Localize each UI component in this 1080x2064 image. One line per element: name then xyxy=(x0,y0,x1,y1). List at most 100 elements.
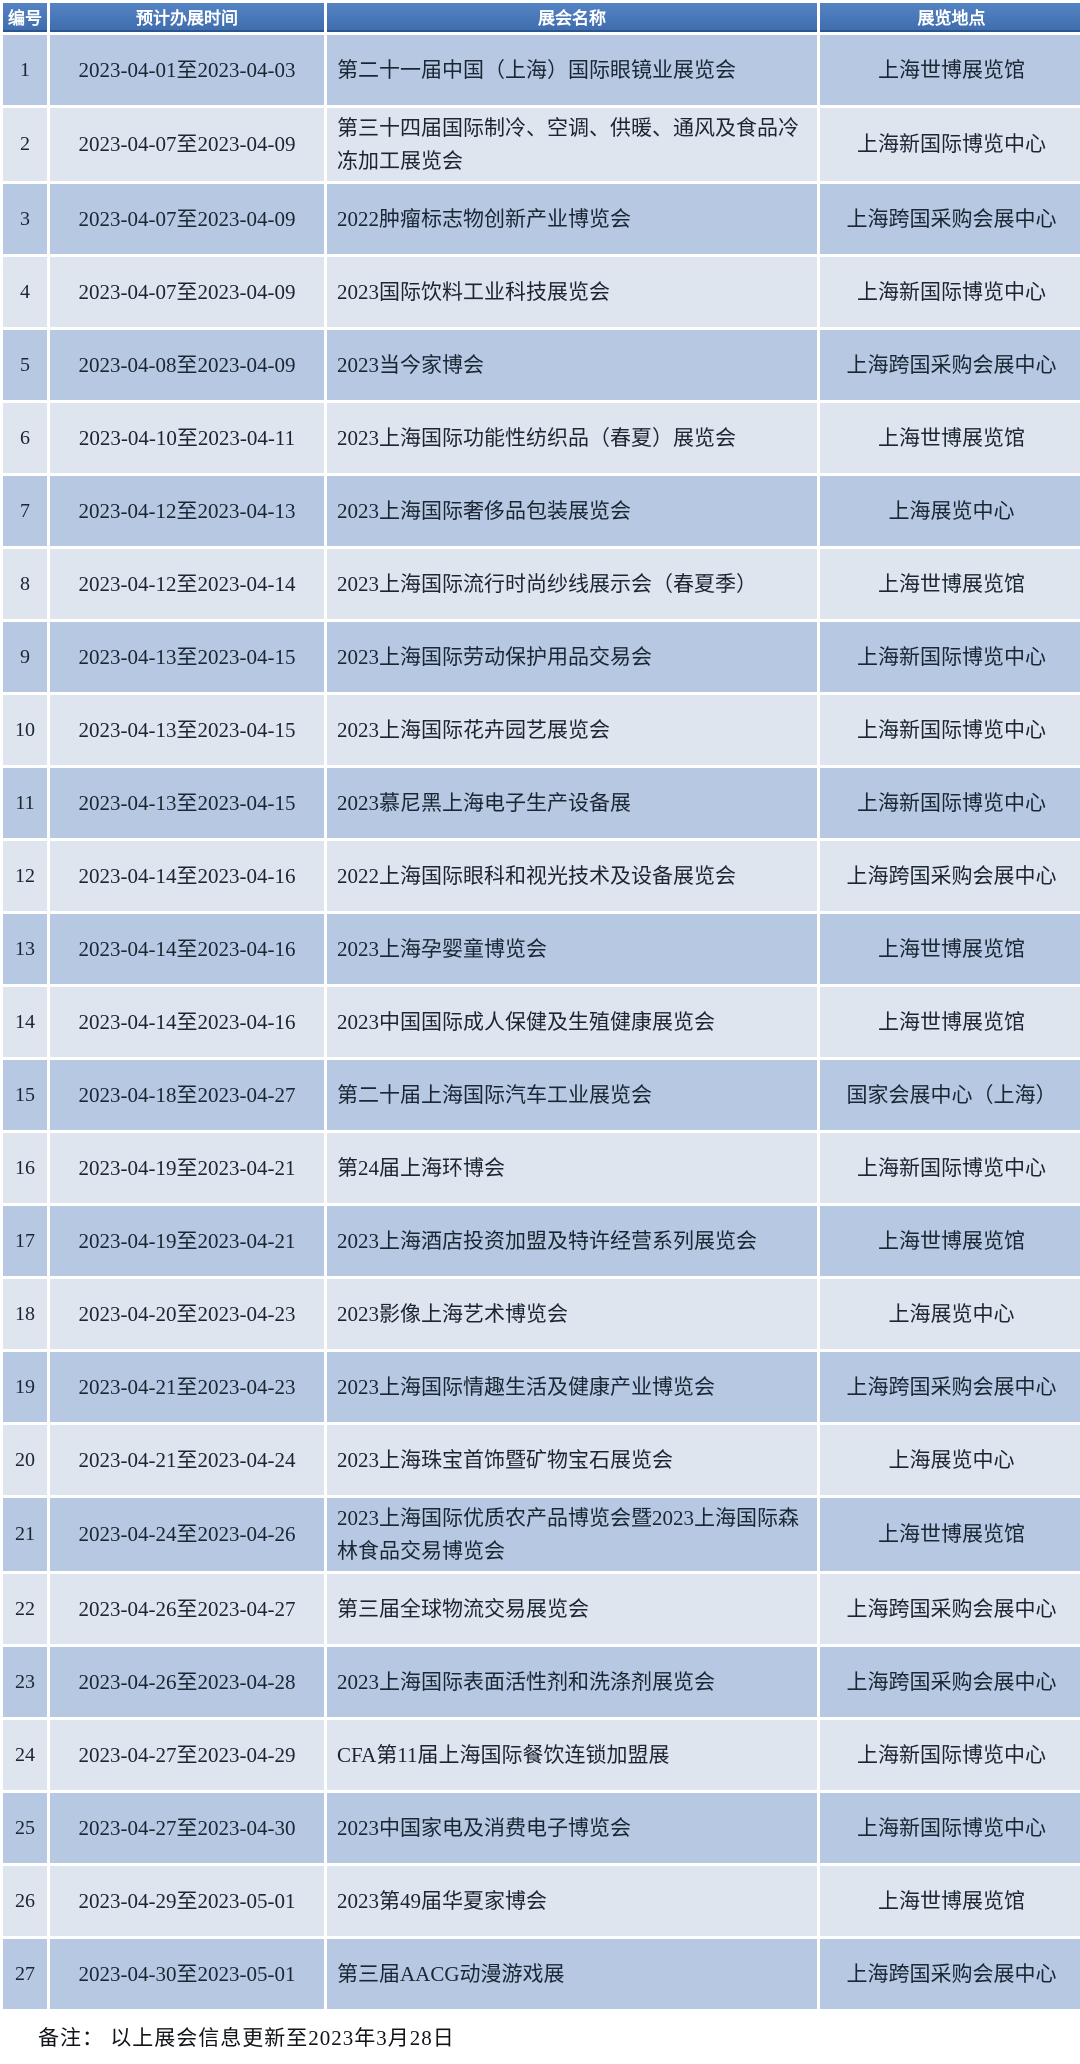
cell-date: 2023-04-13至2023-04-15 xyxy=(50,695,324,766)
table-row: 13 2023-04-14至2023-04-16 2023上海孕婴童博览会 上海世博展… xyxy=(3,914,1080,985)
cell-number: 11 xyxy=(3,768,47,839)
cell-number: 21 xyxy=(3,1498,47,1572)
cell-number: 17 xyxy=(3,1206,47,1277)
cell-venue: 上海展览中心 xyxy=(820,1425,1080,1496)
cell-exhibition-name: 2023慕尼黑上海电子生产设备展 xyxy=(327,768,817,839)
table-row: 7 2023-04-12至2023-04-13 2023上海国际奢侈品包装展览会 上海… xyxy=(3,476,1080,547)
cell-venue: 上海新国际博览中心 xyxy=(820,695,1080,766)
cell-exhibition-name: 2023上海国际流行时尚纱线展示会（春夏季） xyxy=(327,549,817,620)
cell-exhibition-name: 2023上海孕婴童博览会 xyxy=(327,914,817,985)
cell-number: 27 xyxy=(3,1939,47,2010)
cell-exhibition-name: 2023第49届华夏家博会 xyxy=(327,1866,817,1937)
cell-exhibition-name: 2023上海国际花卉园艺展览会 xyxy=(327,695,817,766)
cell-exhibition-name: 2022上海国际眼科和视光技术及设备展览会 xyxy=(327,841,817,912)
cell-venue: 上海世博展览馆 xyxy=(820,1866,1080,1937)
table-row: 3 2023-04-07至2023-04-09 2022肿瘤标志物创新产业博览会 上海… xyxy=(3,184,1080,255)
cell-exhibition-name: 2022肿瘤标志物创新产业博览会 xyxy=(327,184,817,255)
cell-date: 2023-04-21至2023-04-24 xyxy=(50,1425,324,1496)
cell-date: 2023-04-20至2023-04-23 xyxy=(50,1279,324,1350)
cell-date: 2023-04-26至2023-04-28 xyxy=(50,1647,324,1718)
cell-exhibition-name: 2023中国家电及消费电子博览会 xyxy=(327,1793,817,1864)
cell-exhibition-name: 第三届全球物流交易展览会 xyxy=(327,1574,817,1645)
cell-number: 15 xyxy=(3,1060,47,1131)
cell-date: 2023-04-24至2023-04-26 xyxy=(50,1498,324,1572)
cell-venue: 上海展览中心 xyxy=(820,476,1080,547)
cell-date: 2023-04-21至2023-04-23 xyxy=(50,1352,324,1423)
column-header-number: 编号 xyxy=(3,3,47,32)
cell-date: 2023-04-07至2023-04-09 xyxy=(50,108,324,182)
column-header-venue: 展览地点 xyxy=(820,3,1080,32)
cell-exhibition-name: CFA第11届上海国际餐饮连锁加盟展 xyxy=(327,1720,817,1791)
cell-exhibition-name: 第二十届上海国际汽车工业展览会 xyxy=(327,1060,817,1131)
cell-number: 8 xyxy=(3,549,47,620)
cell-number: 16 xyxy=(3,1133,47,1204)
cell-number: 22 xyxy=(3,1574,47,1645)
cell-exhibition-name: 第三十四届国际制冷、空调、供暖、通风及食品冷冻加工展览会 xyxy=(327,108,817,182)
table-row: 26 2023-04-29至2023-05-01 2023第49届华夏家博会 上海世博… xyxy=(3,1866,1080,1937)
cell-number: 10 xyxy=(3,695,47,766)
cell-number: 23 xyxy=(3,1647,47,1718)
cell-exhibition-name: 2023上海国际优质农产品博览会暨2023上海国际森林食品交易博览会 xyxy=(327,1498,817,1572)
cell-number: 25 xyxy=(3,1793,47,1864)
table-row: 23 2023-04-26至2023-04-28 2023上海国际表面活性剂和洗涤剂… xyxy=(3,1647,1080,1718)
cell-number: 3 xyxy=(3,184,47,255)
cell-venue: 上海跨国采购会展中心 xyxy=(820,1939,1080,2010)
cell-venue: 上海跨国采购会展中心 xyxy=(820,330,1080,401)
exhibition-table: 编号 预计办展时间 展会名称 展览地点 1 2023-04-01至2023-04-… xyxy=(3,3,1080,2010)
cell-date: 2023-04-27至2023-04-30 xyxy=(50,1793,324,1864)
cell-exhibition-name: 2023上海国际表面活性剂和洗涤剂展览会 xyxy=(327,1647,817,1718)
table-header-row: 编号 预计办展时间 展会名称 展览地点 xyxy=(3,3,1080,32)
cell-exhibition-name: 2023上海国际奢侈品包装展览会 xyxy=(327,476,817,547)
table-row: 1 2023-04-01至2023-04-03 第二十一届中国（上海）国际眼镜业展览… xyxy=(3,35,1080,105)
cell-date: 2023-04-30至2023-05-01 xyxy=(50,1939,324,2010)
table-row: 16 2023-04-19至2023-04-21 第24届上海环博会 上海新国际博览中… xyxy=(3,1133,1080,1204)
cell-number: 26 xyxy=(3,1866,47,1937)
table-row: 24 2023-04-27至2023-04-29 CFA第11届上海国际餐饮连锁加盟… xyxy=(3,1720,1080,1791)
table-row: 25 2023-04-27至2023-04-30 2023中国家电及消费电子博览会上… xyxy=(3,1793,1080,1864)
table-row: 10 2023-04-13至2023-04-15 2023上海国际花卉园艺展览会 上海… xyxy=(3,695,1080,766)
table-row: 5 2023-04-08至2023-04-09 2023当今家博会 上海跨国采购会展中… xyxy=(3,330,1080,401)
cell-date: 2023-04-14至2023-04-16 xyxy=(50,914,324,985)
cell-date: 2023-04-14至2023-04-16 xyxy=(50,841,324,912)
cell-number: 2 xyxy=(3,108,47,182)
cell-venue: 上海新国际博览中心 xyxy=(820,1720,1080,1791)
cell-exhibition-name: 2023上海酒店投资加盟及特许经营系列展览会 xyxy=(327,1206,817,1277)
cell-date: 2023-04-27至2023-04-29 xyxy=(50,1720,324,1791)
cell-venue: 上海新国际博览中心 xyxy=(820,108,1080,182)
table-row: 14 2023-04-14至2023-04-16 2023中国国际成人保健及生殖健康… xyxy=(3,987,1080,1058)
cell-venue: 上海世博展览馆 xyxy=(820,1206,1080,1277)
cell-venue: 上海新国际博览中心 xyxy=(820,257,1080,328)
cell-venue: 上海世博展览馆 xyxy=(820,987,1080,1058)
cell-venue: 上海世博展览馆 xyxy=(820,35,1080,105)
cell-date: 2023-04-19至2023-04-21 xyxy=(50,1133,324,1204)
cell-exhibition-name: 2023上海国际功能性纺织品（春夏）展览会 xyxy=(327,403,817,474)
cell-exhibition-name: 第24届上海环博会 xyxy=(327,1133,817,1204)
table-row: 9 2023-04-13至2023-04-15 2023上海国际劳动保护用品交易会上… xyxy=(3,622,1080,693)
cell-exhibition-name: 第二十一届中国（上海）国际眼镜业展览会 xyxy=(327,35,817,105)
table-row: 21 2023-04-24至2023-04-26 2023上海国际优质农产品博览会暨… xyxy=(3,1498,1080,1572)
cell-exhibition-name: 2023中国国际成人保健及生殖健康展览会 xyxy=(327,987,817,1058)
cell-number: 1 xyxy=(3,35,47,105)
cell-venue: 上海跨国采购会展中心 xyxy=(820,1647,1080,1718)
table-row: 11 2023-04-13至2023-04-15 2023慕尼黑上海电子生产设备展上… xyxy=(3,768,1080,839)
cell-venue: 上海跨国采购会展中心 xyxy=(820,841,1080,912)
cell-exhibition-name: 2023影像上海艺术博览会 xyxy=(327,1279,817,1350)
table-row: 15 2023-04-18至2023-04-27 第二十届上海国际汽车工业展览会 国家… xyxy=(3,1060,1080,1131)
cell-venue: 上海新国际博览中心 xyxy=(820,768,1080,839)
table-row: 17 2023-04-19至2023-04-21 2023上海酒店投资加盟及特许经营… xyxy=(3,1206,1080,1277)
cell-date: 2023-04-07至2023-04-09 xyxy=(50,184,324,255)
cell-venue: 上海世博展览馆 xyxy=(820,1498,1080,1572)
cell-venue: 上海世博展览馆 xyxy=(820,403,1080,474)
table-row: 20 2023-04-21至2023-04-24 2023上海珠宝首饰暨矿物宝石展览… xyxy=(3,1425,1080,1496)
cell-number: 14 xyxy=(3,987,47,1058)
cell-date: 2023-04-14至2023-04-16 xyxy=(50,987,324,1058)
cell-venue: 上海世博展览馆 xyxy=(820,549,1080,620)
cell-exhibition-name: 2023上海国际情趣生活及健康产业博览会 xyxy=(327,1352,817,1423)
cell-venue: 上海跨国采购会展中心 xyxy=(820,184,1080,255)
table-row: 2 2023-04-07至2023-04-09 第三十四届国际制冷、空调、供暖、通风… xyxy=(3,108,1080,182)
cell-venue: 国家会展中心（上海） xyxy=(820,1060,1080,1131)
cell-date: 2023-04-26至2023-04-27 xyxy=(50,1574,324,1645)
cell-exhibition-name: 第三届AACG动漫游戏展 xyxy=(327,1939,817,2010)
column-header-date: 预计办展时间 xyxy=(50,3,324,32)
